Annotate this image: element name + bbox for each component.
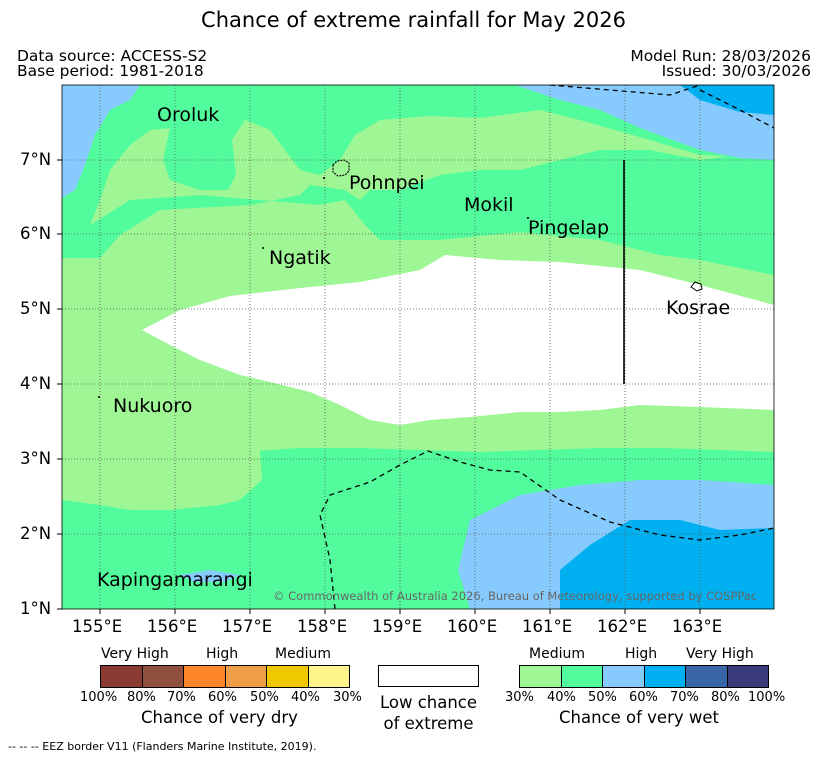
place-label-pingelap: Pingelap (528, 217, 610, 239)
lon-label: 160°E (447, 617, 498, 636)
lon-label: 155°E (72, 617, 123, 636)
low-chance-line2: of extreme (383, 714, 474, 733)
dry-colorbar (100, 665, 350, 688)
place-label-ngatik: Ngatik (269, 247, 331, 269)
pohnpei-island (332, 159, 350, 177)
high-wet-ne-region (515, 85, 774, 160)
dry-swatch (101, 666, 142, 687)
dry-swatch (183, 666, 225, 687)
very-high-se-region (560, 520, 774, 609)
wet-cat-high: High (625, 646, 658, 662)
dry-swatch (307, 666, 349, 687)
wet-cat-medium: Medium (529, 646, 585, 662)
lat-label: 7°N (20, 150, 52, 169)
ant-atoll (323, 177, 325, 179)
lat-label: 3°N (20, 449, 52, 468)
wet-legend-title: Chance of very wet (559, 708, 719, 727)
eez-north (549, 85, 701, 96)
place-label-kosrae: Kosrae (666, 297, 731, 319)
place-label-kapingamarangi: Kapingamarangi (97, 569, 253, 591)
lon-label: 163°E (672, 617, 723, 636)
model-run: Model Run: 28/03/2026 (630, 47, 811, 65)
dry-tick: 80% (127, 690, 156, 705)
wet-colorbar (519, 665, 769, 688)
eez-borders (319, 85, 774, 609)
wet-tick: 40% (547, 690, 576, 705)
place-label-oroluk: Oroluk (157, 104, 220, 126)
lat-label: 4°N (20, 374, 52, 393)
lat-label: 1°N (20, 599, 52, 618)
dry-legend-title: Chance of very dry (141, 708, 298, 727)
copyright-note: © Commonwealth of Australia 2026, Bureau… (273, 589, 758, 603)
dry-cat-high: High (206, 646, 239, 662)
wet-tick: 50% (588, 690, 617, 705)
dry-tick: 40% (291, 690, 320, 705)
eez-south (319, 450, 774, 609)
eez-footnote: -- -- -- EEZ border V11 (Flanders Marine… (8, 740, 317, 753)
low-chance-line1: Low chance (379, 693, 478, 712)
wet-swatch (520, 666, 561, 687)
wet-tick: 100% (748, 690, 786, 705)
low-chance-region (142, 255, 774, 425)
lon-label: 161°E (522, 617, 573, 636)
high-wet-nw-region (62, 85, 140, 198)
dry-cat-medium: Medium (275, 646, 331, 662)
mint-north-region (62, 85, 774, 230)
medium-wet-sw-patch (62, 450, 262, 510)
wet-swatch (685, 666, 727, 687)
map-field (62, 85, 774, 609)
lon-label: 162°E (597, 617, 648, 636)
wet-cat-very-high: Very High (686, 646, 754, 662)
map-frame (61, 84, 775, 610)
wet-tick: 30% (505, 690, 534, 705)
dry-swatch (141, 666, 183, 687)
lat-label: 5°N (20, 299, 52, 318)
wet-swatch (726, 666, 768, 687)
axis-ticks (57, 159, 701, 614)
high-wet-kapinga (180, 570, 240, 582)
dry-tick: 50% (250, 690, 279, 705)
wet-tick: 80% (711, 690, 740, 705)
lon-label: 159°E (372, 617, 423, 636)
wet-swatch (602, 666, 644, 687)
dry-tick: 30% (333, 690, 362, 705)
kosrae-island (690, 281, 703, 292)
wet-swatch (560, 666, 602, 687)
issued-date: Issued: 30/03/2026 (661, 62, 811, 80)
lon-label: 156°E (147, 617, 198, 636)
chart-title: Chance of extreme rainfall for May 2026 (201, 8, 626, 32)
lon-label: 157°E (222, 617, 273, 636)
lat-label: 6°N (20, 224, 52, 243)
low-chance-swatch (378, 665, 479, 687)
dry-cat-very-high: Very High (101, 646, 169, 662)
base-period: Base period: 1981-2018 (17, 62, 204, 80)
place-label-nukuoro: Nukuoro (113, 395, 193, 417)
nukuoro-island (98, 396, 100, 398)
dry-swatch (266, 666, 308, 687)
mint-mid-region (62, 150, 774, 275)
wet-swatch (643, 666, 685, 687)
very-high-ne-region (680, 85, 774, 115)
data-source: Data source: ACCESS-S2 (17, 47, 208, 65)
wet-tick: 70% (670, 690, 699, 705)
dry-tick: 100% (80, 690, 118, 705)
place-label-pohnpei: Pohnpei (349, 172, 425, 194)
dry-tick: 60% (208, 690, 237, 705)
dry-swatch (224, 666, 266, 687)
ngatik-island (262, 247, 264, 249)
dry-tick: 70% (167, 690, 196, 705)
pingelap-island (527, 217, 529, 219)
place-label-mokil: Mokil (464, 194, 514, 216)
wet-tick: 60% (629, 690, 658, 705)
lat-label: 2°N (20, 524, 52, 543)
lon-label: 158°E (297, 617, 348, 636)
gridlines (62, 85, 774, 609)
